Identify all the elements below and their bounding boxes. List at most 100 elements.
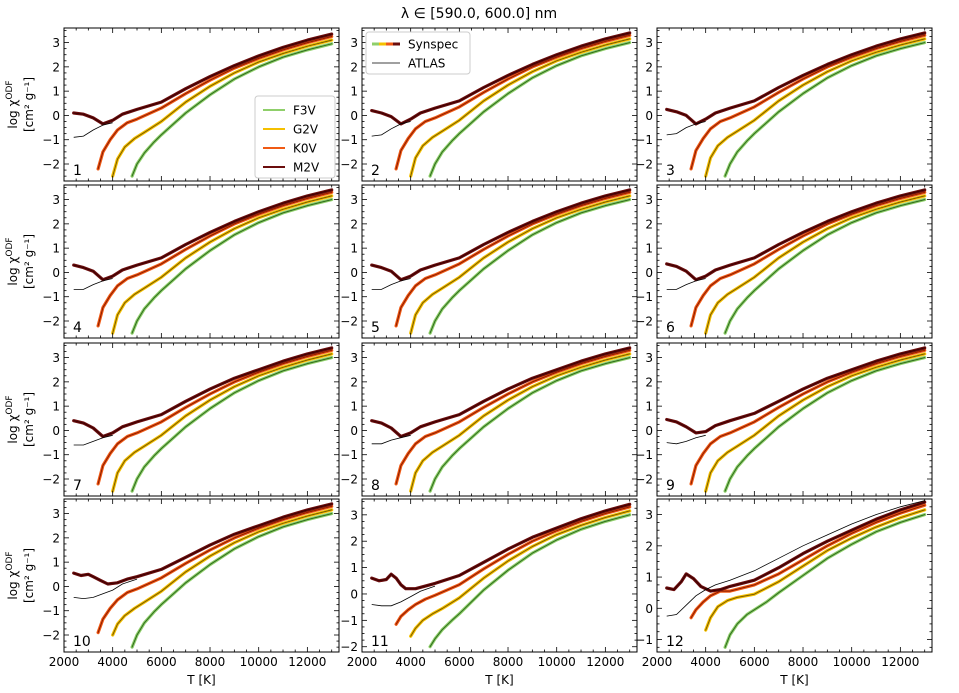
panel-number: 7 <box>73 478 82 494</box>
y-tick-label: 3 <box>645 351 653 365</box>
series-m2v-atlas <box>73 33 333 125</box>
y-tick-label: 3 <box>645 193 653 207</box>
legend-codes: Synspec ATLAS <box>365 31 471 75</box>
x-tick-label: 10000 <box>833 655 871 669</box>
axes-frame <box>63 27 340 182</box>
y-tick-label: −2 <box>340 473 358 487</box>
axes-frame <box>656 27 933 182</box>
series-f3v-atlas <box>724 42 926 177</box>
series-f3v-atlas <box>429 42 631 177</box>
y-tick-label: 2 <box>350 535 358 549</box>
series-g2v-atlas <box>705 509 926 631</box>
y-tick-label: 2 <box>52 60 60 74</box>
y-tick-label: 3 <box>52 351 60 365</box>
y-tick-label: −2 <box>340 158 358 172</box>
series-f3v-synspec <box>723 40 927 178</box>
legend-label-f3v: F3V <box>293 104 317 118</box>
series-k0v-synspec <box>96 190 334 328</box>
panel-2: −2 −1 0 1 2 3 2 <box>340 27 638 182</box>
y-tick-label: −1 <box>635 448 653 462</box>
series-atlas <box>666 121 706 136</box>
y-tick-label: −2 <box>42 473 60 487</box>
y-tick-label: 1 <box>645 85 653 99</box>
y-label-line2: [cm² g⁻¹] <box>22 548 36 603</box>
axes-frame <box>361 27 638 182</box>
x-tick-label: 4000 <box>395 655 426 669</box>
series-k0v-synspec <box>394 190 632 328</box>
panel-1-lines <box>72 32 334 178</box>
y-tick-label: 1 <box>52 85 60 99</box>
series-k0v-synspec <box>689 190 927 328</box>
series-g2v-atlas <box>410 38 631 177</box>
x-tick-label: 2000 <box>347 655 378 669</box>
series-f3v-atlas <box>131 43 333 177</box>
y-tick-label: 2 <box>52 217 60 231</box>
y-tick-label: 2 <box>52 531 60 545</box>
x-tick-label: 8000 <box>493 655 524 669</box>
y-tick-label: 1 <box>350 85 358 99</box>
y-label-line1: log χODF <box>5 395 20 443</box>
y-tick-label: 1 <box>645 400 653 414</box>
y-tick-label: 2 <box>52 375 60 389</box>
figure-title: λ ∈ [590.0, 600.0] nm <box>401 6 557 22</box>
series-f3v-atlas <box>429 199 631 334</box>
x-tick-label: 8000 <box>195 655 226 669</box>
y-tick-label: 2 <box>645 217 653 231</box>
x-tick-label: 6000 <box>146 655 177 669</box>
y-tick-label: 0 <box>645 424 653 438</box>
series-k0v-atlas <box>395 349 631 485</box>
panel-number: 10 <box>73 634 91 650</box>
panel-11-lines <box>370 502 632 649</box>
y-tick-label: 3 <box>350 351 358 365</box>
y-tick-label: −1 <box>42 290 60 304</box>
y-tick-label: 1 <box>52 242 60 256</box>
axes-frame <box>656 184 933 339</box>
y-tick-label: 0 <box>52 424 60 438</box>
series-atlas <box>666 500 925 617</box>
series-f3v-atlas <box>429 357 631 492</box>
panel-number: 2 <box>371 163 380 179</box>
x-tick-label: 6000 <box>739 655 770 669</box>
series-g2v-synspec <box>111 508 334 637</box>
series-f3v-synspec <box>723 198 927 335</box>
series-m2v-atlas <box>73 189 333 281</box>
y-tick-label: 3 <box>350 36 358 50</box>
y-tick-label: −1 <box>42 448 60 462</box>
y-tick-label: 0 <box>52 266 60 280</box>
series-g2v-atlas <box>112 39 333 177</box>
series-g2v-atlas <box>705 353 926 492</box>
series-atlas <box>371 121 411 137</box>
y-tick-label: −1 <box>42 604 60 618</box>
y-tick-label: −1 <box>635 633 653 647</box>
series-f3v-synspec <box>130 198 334 335</box>
series-atlas <box>73 278 113 290</box>
series-f3v-atlas <box>131 357 333 492</box>
panel-number: 5 <box>371 320 380 336</box>
legend-label-atlas: ATLAS <box>408 57 445 71</box>
panel-7: −2 −1 0 1 2 3 7 <box>42 342 340 497</box>
y-tick-label: 1 <box>645 242 653 256</box>
x-tick-label: 12000 <box>881 655 919 669</box>
y-tick-label: 1 <box>52 400 60 414</box>
y-tick-label: −2 <box>42 315 60 329</box>
panel-4-lines <box>72 188 334 335</box>
panel-number: 12 <box>666 634 684 650</box>
panel-6-lines <box>665 188 927 335</box>
x-tick-label: 4000 <box>690 655 721 669</box>
y-tick-label: 0 <box>350 424 358 438</box>
axes-frame <box>656 498 933 653</box>
y-tick-label: 2 <box>350 60 358 74</box>
panel-number: 8 <box>371 478 380 494</box>
x-tick-label: 10000 <box>240 655 278 669</box>
axes-frame <box>361 342 638 497</box>
y-tick-label: −2 <box>635 158 653 172</box>
series-atlas <box>371 278 411 290</box>
series-m2v-atlas <box>371 189 631 281</box>
y-label-line2: [cm² g⁻¹] <box>22 234 36 289</box>
y-tick-label: −1 <box>635 290 653 304</box>
legend-stars: F3V G2V K0V M2V <box>254 95 336 179</box>
legend-label-k0v: K0V <box>293 142 318 156</box>
x-tick-label: 4000 <box>97 655 128 669</box>
